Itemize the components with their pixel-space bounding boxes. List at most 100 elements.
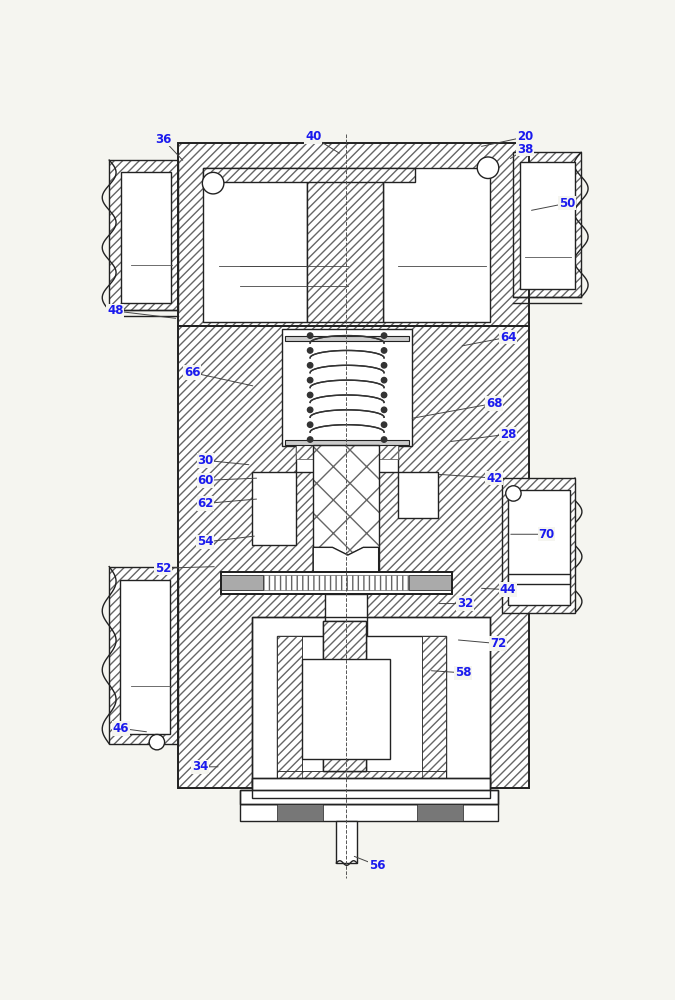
Bar	[313, 445, 379, 572]
Bar	[277, 636, 302, 778]
Bar	[508, 574, 570, 584]
Bar	[109, 160, 178, 310]
Bar	[252, 617, 490, 786]
Bar	[109, 160, 178, 310]
Bar	[325, 594, 367, 636]
Bar	[296, 445, 398, 459]
Bar	[336, 821, 357, 863]
Text: 64: 64	[500, 331, 516, 344]
Text: 48: 48	[107, 304, 124, 317]
Bar	[282, 329, 412, 446]
Bar	[502, 478, 575, 613]
Circle shape	[381, 363, 387, 368]
Bar	[323, 620, 366, 771]
Circle shape	[477, 157, 499, 179]
Circle shape	[381, 437, 387, 442]
Bar	[252, 617, 490, 786]
Circle shape	[149, 734, 165, 750]
Circle shape	[307, 437, 313, 442]
Text: 40: 40	[305, 130, 321, 143]
Bar	[252, 472, 296, 545]
Bar	[307, 168, 383, 322]
Text: 70: 70	[539, 528, 555, 541]
Bar	[323, 620, 366, 771]
Bar	[178, 326, 529, 788]
Circle shape	[381, 407, 387, 413]
Bar	[221, 572, 452, 594]
Circle shape	[381, 333, 387, 338]
Text: 50: 50	[559, 197, 576, 210]
Text: 62: 62	[197, 497, 213, 510]
Bar	[313, 445, 379, 572]
Circle shape	[381, 392, 387, 398]
Bar	[203, 168, 307, 322]
Text: 54: 54	[197, 535, 214, 548]
Text: 36: 36	[155, 133, 171, 146]
Bar	[221, 575, 263, 590]
Bar	[422, 636, 446, 778]
Text: 52: 52	[155, 562, 171, 575]
Text: 56: 56	[369, 859, 385, 872]
Bar	[285, 336, 410, 341]
Text: 34: 34	[192, 760, 208, 773]
Bar	[252, 617, 490, 786]
Text: 68: 68	[486, 397, 502, 410]
Bar	[285, 440, 410, 445]
Circle shape	[307, 422, 313, 427]
Bar	[240, 790, 498, 804]
Polygon shape	[313, 547, 379, 572]
Text: 20: 20	[517, 130, 533, 143]
Circle shape	[506, 486, 521, 501]
Circle shape	[307, 392, 313, 398]
Bar	[417, 804, 463, 821]
Text: 58: 58	[455, 666, 472, 679]
Bar	[221, 575, 452, 590]
Circle shape	[381, 422, 387, 427]
Bar	[109, 567, 178, 744]
Bar	[178, 143, 529, 326]
Bar	[508, 574, 570, 584]
Bar	[307, 168, 383, 322]
Bar	[422, 636, 446, 778]
Text: 42: 42	[486, 472, 502, 485]
Bar	[252, 778, 490, 798]
Bar	[203, 168, 415, 182]
Circle shape	[307, 348, 313, 353]
Bar	[277, 636, 302, 778]
Bar	[514, 152, 581, 297]
Text: 66: 66	[184, 366, 200, 379]
Bar	[240, 790, 498, 804]
Text: 60: 60	[197, 474, 213, 487]
Text: 72: 72	[490, 637, 506, 650]
Circle shape	[307, 407, 313, 413]
Circle shape	[307, 377, 313, 383]
Bar	[221, 572, 452, 594]
Bar	[277, 771, 446, 778]
Text: 44: 44	[500, 583, 516, 596]
Bar	[277, 804, 323, 821]
Bar	[296, 445, 398, 472]
Bar	[203, 168, 415, 182]
Bar	[383, 168, 490, 322]
Circle shape	[381, 377, 387, 383]
Circle shape	[307, 363, 313, 368]
Polygon shape	[313, 547, 379, 572]
Circle shape	[307, 333, 313, 338]
Bar	[325, 594, 367, 636]
Bar	[508, 490, 570, 605]
Bar	[121, 172, 171, 303]
Bar	[398, 472, 438, 518]
Bar	[410, 575, 452, 590]
Text: 38: 38	[517, 143, 533, 156]
Circle shape	[202, 172, 224, 194]
Bar	[502, 478, 575, 613]
Text: 32: 32	[457, 597, 473, 610]
Text: 46: 46	[113, 722, 129, 735]
Bar	[252, 778, 490, 798]
Bar	[277, 771, 446, 778]
Bar	[109, 567, 178, 744]
Bar	[240, 804, 498, 821]
Bar	[120, 580, 170, 734]
Bar	[240, 790, 498, 804]
Bar	[240, 804, 498, 821]
